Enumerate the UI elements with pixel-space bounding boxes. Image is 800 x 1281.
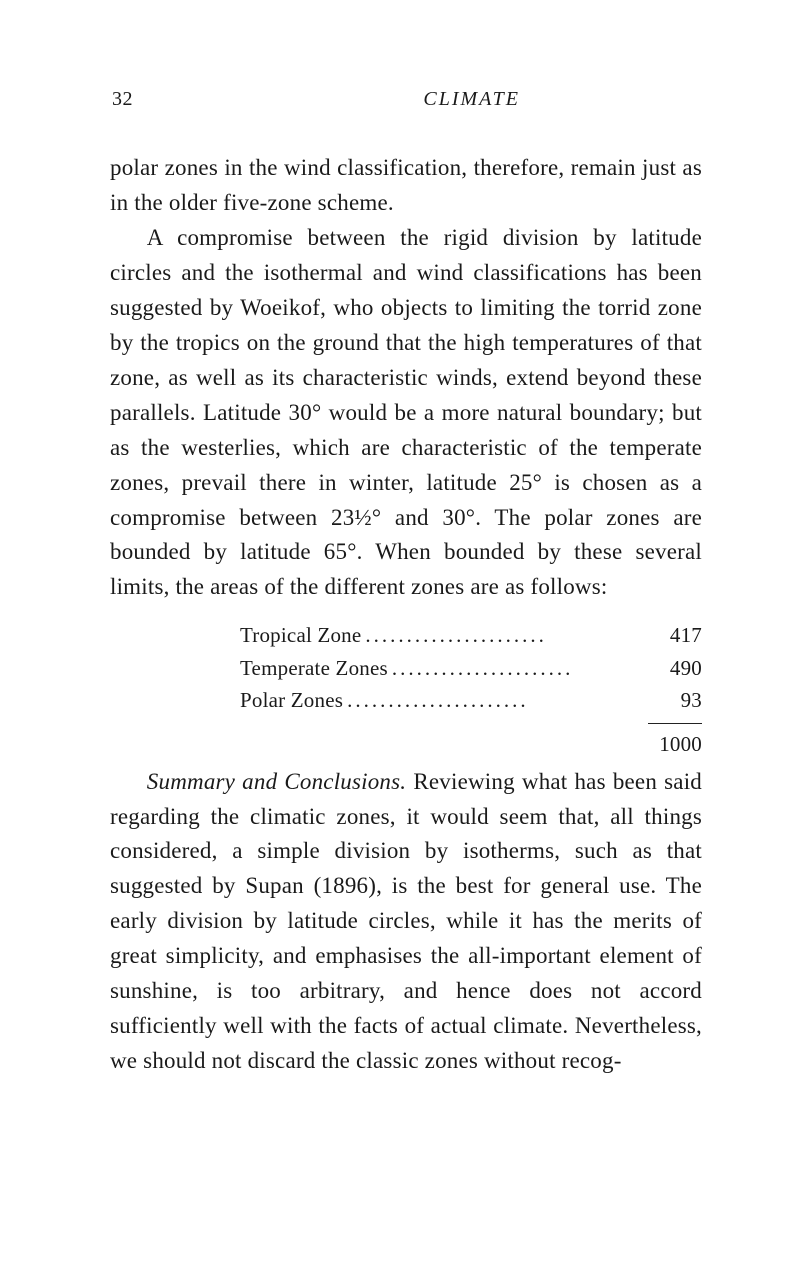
page: 32 CLIMATE polar zones in the wind class… xyxy=(0,0,800,1281)
zone-value: 417 xyxy=(648,619,702,652)
table-row: Polar Zones ...................... 93 xyxy=(240,684,702,717)
paragraph-1: polar zones in the wind classification, … xyxy=(110,151,702,221)
zone-label: Temperate Zones xyxy=(240,652,388,685)
section-title: Summary and Conclusions. xyxy=(147,769,406,794)
paragraph-3: Summary and Conclusions. Reviewing what … xyxy=(110,765,702,1080)
leader-dots: ...................... xyxy=(343,684,648,717)
table-row: Tropical Zone ...................... 417 xyxy=(240,619,702,652)
total-rule xyxy=(648,723,702,724)
paragraph-2: A compromise between the rigid division … xyxy=(110,221,702,605)
zone-label: Polar Zones xyxy=(240,684,343,717)
page-header: 32 CLIMATE xyxy=(110,88,702,111)
running-head: CLIMATE xyxy=(423,88,520,111)
zone-value: 490 xyxy=(648,652,702,685)
page-number: 32 xyxy=(112,88,133,111)
table-row: Temperate Zones ...................... 4… xyxy=(240,652,702,685)
body-text: polar zones in the wind classification, … xyxy=(110,151,702,1079)
zone-table: Tropical Zone ...................... 417… xyxy=(240,619,702,760)
paragraph-3-body: Reviewing what has been said regarding t… xyxy=(110,769,702,1074)
zone-label: Tropical Zone xyxy=(240,619,361,652)
zone-total: 1000 xyxy=(240,728,702,761)
leader-dots: ...................... xyxy=(388,652,648,685)
zone-value: 93 xyxy=(648,684,702,717)
leader-dots: ...................... xyxy=(361,619,648,652)
